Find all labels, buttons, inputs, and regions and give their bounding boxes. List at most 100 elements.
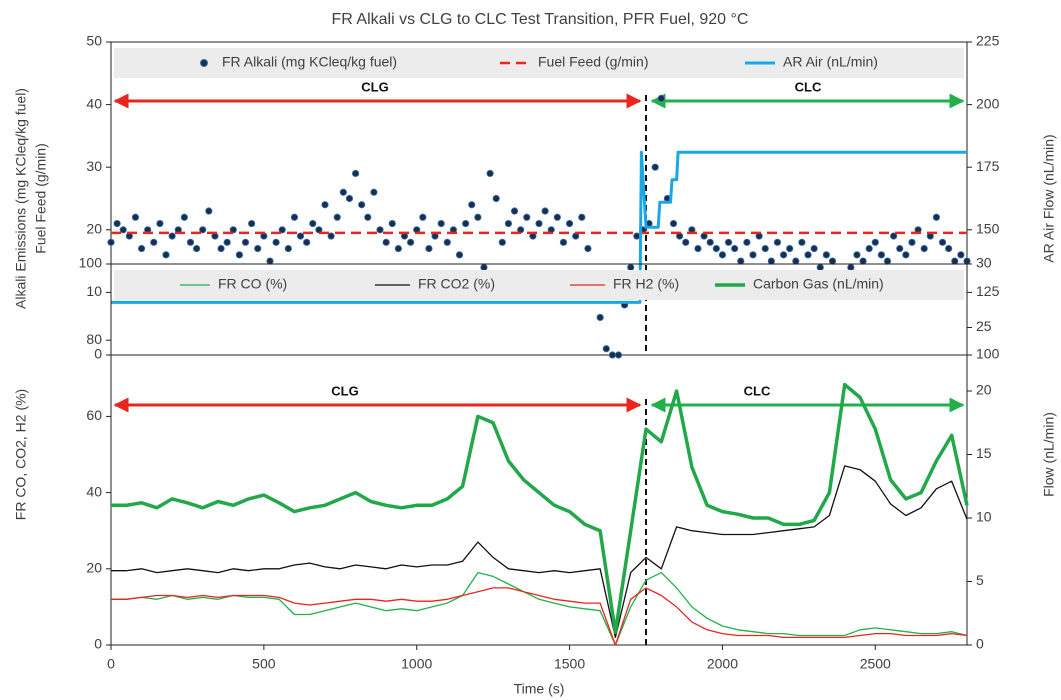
data-point (321, 201, 329, 209)
data-point (749, 251, 757, 259)
data-point (382, 238, 390, 246)
data-point (168, 232, 176, 240)
data-point (364, 213, 372, 221)
y2-tick-label: 0 (976, 636, 984, 652)
data-point (254, 244, 262, 253)
data-point (229, 226, 237, 234)
data-point (945, 244, 953, 253)
data-point (510, 207, 519, 215)
data-point (406, 238, 415, 246)
y-tick-label: 40 (86, 483, 102, 499)
data-point (107, 238, 115, 246)
annotation: CLG (361, 79, 388, 94)
data-point (951, 257, 959, 265)
legend-label: AR Air (nL/min) (783, 54, 878, 70)
x-tick-label: 0 (107, 656, 115, 672)
data-point (920, 244, 928, 253)
legend-label: Fuel Feed (g/min) (538, 54, 648, 70)
data-point (957, 251, 965, 259)
data-point (523, 213, 531, 221)
y2-tick-label: 30 (976, 255, 992, 271)
data-point (614, 351, 623, 359)
data-point (578, 213, 586, 221)
legend-label: FR Alkali (mg KCleq/kg fuel) (222, 54, 397, 70)
series-line (111, 571, 968, 646)
data-point (492, 194, 500, 203)
y-tick-label: 50 (86, 33, 102, 49)
data-point (290, 213, 299, 221)
y2-tick-label: 10 (976, 509, 992, 525)
y-tick-label: 40 (86, 95, 102, 111)
data-point (822, 251, 830, 259)
data-point (156, 219, 164, 228)
data-point (938, 238, 947, 246)
y2-tick-label: 150 (976, 221, 1000, 237)
data-point (486, 169, 494, 178)
data-point (798, 238, 806, 246)
annotation: CLC (795, 79, 822, 94)
chart-title: FR Alkali vs CLG to CLC Test Transition,… (332, 11, 749, 28)
legend-label: FR H2 (%) (613, 276, 679, 292)
data-point (333, 213, 341, 221)
data-point (217, 244, 225, 253)
data-point (419, 213, 427, 221)
data-point (608, 351, 616, 359)
x-tick-label: 2500 (860, 656, 891, 672)
data-point (468, 201, 476, 209)
data-point (376, 226, 384, 234)
y-tick-label: 30 (86, 158, 102, 174)
data-point (792, 257, 800, 265)
data-point (272, 238, 280, 246)
data-point (816, 263, 824, 271)
y2-tick-label: 15 (976, 445, 992, 461)
y-axis-label: FR CO, CO2, H2 (%) (13, 389, 29, 520)
y-axis-label: Alkali Emissions (mg KCleq/kg fuel) (13, 88, 29, 309)
data-point (651, 163, 659, 171)
x-tick-label: 2000 (707, 656, 738, 672)
data-point (865, 244, 873, 253)
data-point (358, 201, 366, 209)
x-axis-label: Time (s) (514, 681, 565, 697)
data-point (474, 213, 482, 221)
data-point (241, 238, 250, 246)
y2-tick-label: 100 (976, 346, 1000, 362)
data-point (504, 219, 513, 228)
data-point (602, 345, 610, 353)
data-point (327, 232, 335, 240)
data-point (871, 238, 879, 246)
data-point (137, 244, 146, 253)
data-point (425, 244, 433, 253)
data-point (908, 238, 916, 246)
y-axis-label: Fuel Feed (g/min) (33, 143, 49, 253)
data-point (902, 251, 910, 259)
data-point (370, 188, 378, 196)
data-point (669, 219, 678, 228)
x-tick-label: 1500 (554, 656, 585, 672)
data-point (767, 257, 775, 265)
y2-tick-label: 225 (976, 33, 1000, 49)
data-point (786, 244, 794, 253)
plot-frame (110, 41, 968, 356)
data-point (480, 263, 488, 271)
data-point (186, 238, 195, 246)
data-point (932, 213, 941, 221)
data-point (828, 257, 837, 265)
y-tick-label: 100 (79, 255, 103, 271)
series-line (111, 150, 967, 304)
data-point (779, 251, 788, 259)
data-point (718, 251, 727, 259)
data-point (565, 219, 574, 228)
x-tick-label: 1000 (401, 656, 432, 672)
y-tick-label: 10 (86, 283, 102, 299)
y-tick-label: 20 (86, 221, 102, 237)
data-point (193, 244, 201, 253)
data-point (694, 244, 702, 253)
data-point (113, 219, 121, 228)
plot-frame (110, 263, 968, 646)
data-point (223, 238, 231, 246)
series-line (111, 382, 969, 635)
legend-marker (200, 59, 208, 67)
data-point (278, 226, 286, 234)
data-point (859, 257, 867, 265)
